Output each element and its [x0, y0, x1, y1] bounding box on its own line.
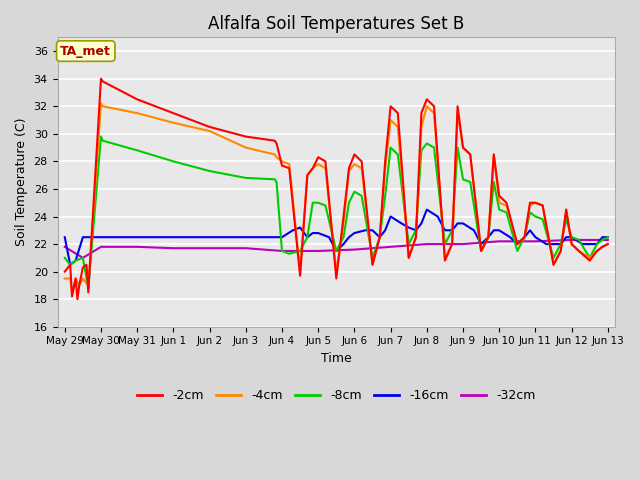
Legend: -2cm, -4cm, -8cm, -16cm, -32cm: -2cm, -4cm, -8cm, -16cm, -32cm	[132, 384, 541, 408]
Y-axis label: Soil Temperature (C): Soil Temperature (C)	[15, 118, 28, 246]
X-axis label: Time: Time	[321, 352, 351, 365]
Text: TA_met: TA_met	[60, 45, 111, 58]
Title: Alfalfa Soil Temperatures Set B: Alfalfa Soil Temperatures Set B	[208, 15, 465, 33]
